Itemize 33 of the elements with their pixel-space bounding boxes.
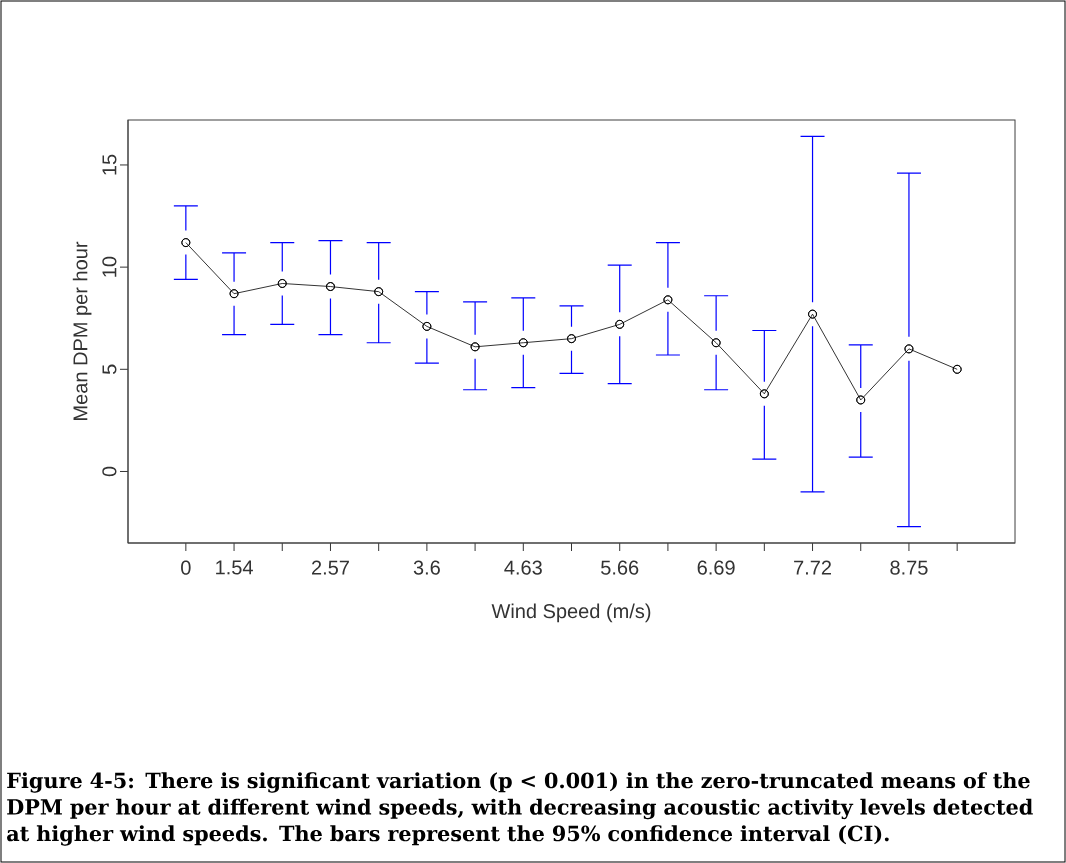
x-tick-label: 8.75 xyxy=(890,560,928,575)
x-axis-title: Wind Speed (m/s) xyxy=(491,603,651,623)
x-tick-label: 3.6 xyxy=(413,560,440,575)
x-tick-label: 7.72 xyxy=(794,560,831,575)
x-tick-label: 2.57 xyxy=(312,560,349,575)
x-tick-label: 4.63 xyxy=(504,560,542,575)
point xyxy=(711,338,721,348)
x-tick-label: 1.54 xyxy=(216,560,253,575)
y-axis-title: Mean DPM per hour xyxy=(72,241,92,420)
x-tick-label: 0 xyxy=(181,560,191,575)
point xyxy=(567,334,576,344)
point xyxy=(422,321,432,331)
point xyxy=(277,279,287,288)
point xyxy=(470,342,480,352)
point xyxy=(759,389,769,399)
y-tick-label: 15 xyxy=(102,154,117,175)
y-tick-label: 5 xyxy=(102,364,117,375)
y-tick-label: 0 xyxy=(102,466,117,477)
x-tick-label: 5.66 xyxy=(601,560,639,575)
point xyxy=(663,295,673,305)
point xyxy=(518,338,528,348)
caption: Figure 4-5: There is significant variation (p < 0.001) in the zero-truncated means of the DPM per hour at different wind speeds, with decreasing acoustic activity levels detected at higher wind speeds. The bars represent the 95% confidence interval (CI). xyxy=(7,772,1033,846)
point xyxy=(615,319,625,329)
point xyxy=(229,289,239,299)
point xyxy=(952,364,962,374)
x-tick-label: 6.69 xyxy=(697,560,735,575)
point xyxy=(904,344,914,354)
point xyxy=(181,238,191,248)
y-tick-label: 10 xyxy=(102,256,117,277)
point xyxy=(374,287,384,297)
point xyxy=(856,395,866,405)
point xyxy=(326,282,335,291)
point xyxy=(808,309,817,319)
